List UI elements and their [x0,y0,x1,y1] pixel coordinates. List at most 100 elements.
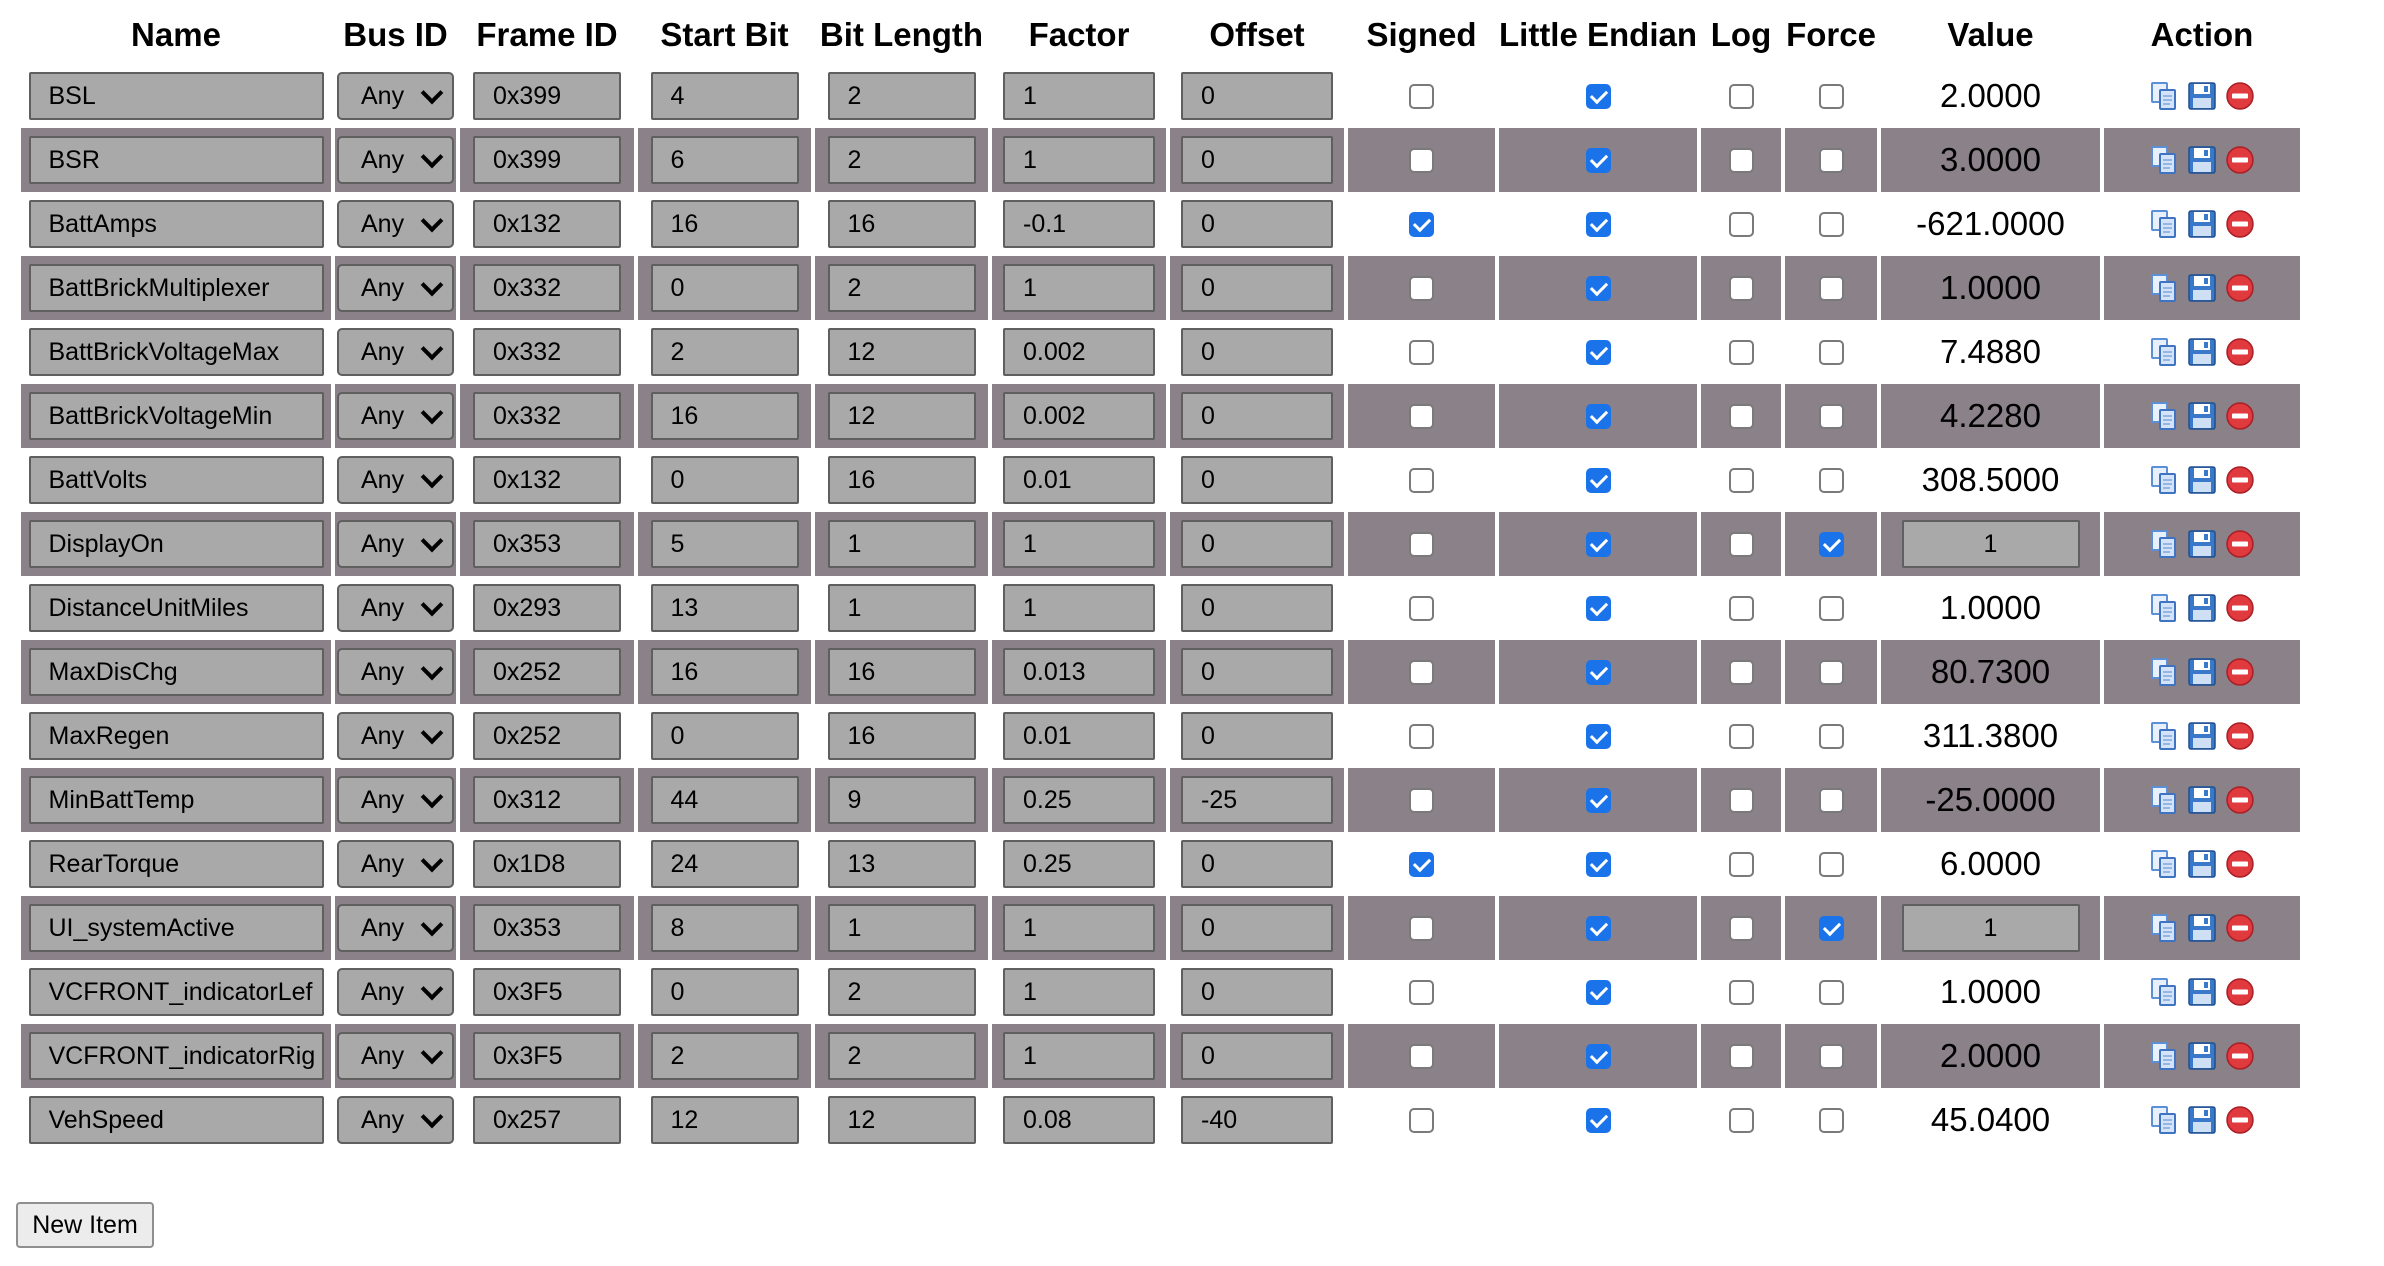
bus-id-select[interactable]: Any [337,136,454,184]
signed-checkbox[interactable] [1409,659,1434,685]
save-icon[interactable] [2186,528,2218,560]
copy-icon[interactable] [2148,272,2180,304]
factor-input[interactable] [1003,1096,1155,1144]
bus-id-select-wrap[interactable]: Any [337,904,454,952]
little-endian-checkbox[interactable] [1585,851,1611,877]
start-bit-input[interactable] [650,840,799,888]
signed-checkbox[interactable] [1409,915,1434,941]
delete-icon[interactable] [2224,144,2256,176]
start-bit-input[interactable] [650,776,799,824]
delete-icon[interactable] [2224,208,2256,240]
start-bit-input[interactable] [650,968,799,1016]
bus-id-select[interactable]: Any [337,712,454,760]
force-checkbox[interactable] [1818,1107,1844,1133]
delete-icon[interactable] [2224,720,2256,752]
signed-checkbox[interactable] [1409,1107,1434,1133]
factor-input[interactable] [1003,840,1155,888]
copy-icon[interactable] [2148,144,2180,176]
offset-input[interactable] [1181,456,1333,504]
delete-icon[interactable] [2224,400,2256,432]
log-checkbox[interactable] [1728,339,1754,365]
bus-id-select-wrap[interactable]: Any [337,968,454,1016]
save-icon[interactable] [2186,1040,2218,1072]
force-checkbox[interactable] [1818,595,1844,621]
bit-length-input[interactable] [827,968,976,1016]
offset-input[interactable] [1181,712,1333,760]
little-endian-checkbox[interactable] [1585,531,1611,557]
bit-length-input[interactable] [827,392,976,440]
save-icon[interactable] [2186,1104,2218,1136]
start-bit-input[interactable] [650,392,799,440]
force-checkbox[interactable] [1818,83,1844,109]
frame-id-input[interactable] [473,72,621,120]
save-icon[interactable] [2186,80,2218,112]
offset-input[interactable] [1181,968,1333,1016]
copy-icon[interactable] [2148,912,2180,944]
log-checkbox[interactable] [1728,595,1754,621]
bus-id-select[interactable]: Any [337,456,454,504]
signed-checkbox[interactable] [1409,339,1434,365]
signal-name-input[interactable] [28,264,324,312]
bus-id-select-wrap[interactable]: Any [337,712,454,760]
signal-name-input[interactable] [28,1032,324,1080]
log-checkbox[interactable] [1728,147,1754,173]
copy-icon[interactable] [2148,1040,2180,1072]
bus-id-select-wrap[interactable]: Any [337,840,454,888]
signed-checkbox[interactable] [1409,1043,1434,1069]
signed-checkbox[interactable] [1409,723,1434,749]
delete-icon[interactable] [2224,848,2256,880]
offset-input[interactable] [1181,840,1333,888]
save-icon[interactable] [2186,592,2218,624]
bus-id-select[interactable]: Any [337,968,454,1016]
signed-checkbox[interactable] [1409,403,1434,429]
frame-id-input[interactable] [473,712,621,760]
signal-name-input[interactable] [28,648,324,696]
delete-icon[interactable] [2224,976,2256,1008]
force-checkbox[interactable] [1818,147,1844,173]
offset-input[interactable] [1181,648,1333,696]
bus-id-select[interactable]: Any [337,520,454,568]
delete-icon[interactable] [2224,656,2256,688]
copy-icon[interactable] [2148,464,2180,496]
little-endian-checkbox[interactable] [1585,339,1611,365]
bus-id-select-wrap[interactable]: Any [337,776,454,824]
copy-icon[interactable] [2148,400,2180,432]
start-bit-input[interactable] [650,648,799,696]
factor-input[interactable] [1003,712,1155,760]
factor-input[interactable] [1003,584,1155,632]
signal-name-input[interactable] [28,328,324,376]
delete-icon[interactable] [2224,336,2256,368]
bus-id-select[interactable]: Any [337,392,454,440]
save-icon[interactable] [2186,272,2218,304]
little-endian-checkbox[interactable] [1585,659,1611,685]
save-icon[interactable] [2186,208,2218,240]
factor-input[interactable] [1003,264,1155,312]
frame-id-input[interactable] [473,264,621,312]
offset-input[interactable] [1181,520,1333,568]
start-bit-input[interactable] [650,456,799,504]
bit-length-input[interactable] [827,264,976,312]
signal-name-input[interactable] [28,136,324,184]
start-bit-input[interactable] [650,72,799,120]
force-checkbox[interactable] [1818,787,1844,813]
frame-id-input[interactable] [473,1096,621,1144]
bit-length-input[interactable] [827,136,976,184]
factor-input[interactable] [1003,200,1155,248]
bit-length-input[interactable] [827,712,976,760]
little-endian-checkbox[interactable] [1585,915,1611,941]
log-checkbox[interactable] [1728,467,1754,493]
offset-input[interactable] [1181,904,1333,952]
signal-name-input[interactable] [28,520,324,568]
log-checkbox[interactable] [1728,915,1754,941]
bit-length-input[interactable] [827,328,976,376]
bus-id-select[interactable]: Any [337,1032,454,1080]
factor-input[interactable] [1003,136,1155,184]
log-checkbox[interactable] [1728,1043,1754,1069]
factor-input[interactable] [1003,904,1155,952]
save-icon[interactable] [2186,336,2218,368]
little-endian-checkbox[interactable] [1585,147,1611,173]
signed-checkbox[interactable] [1409,531,1434,557]
little-endian-checkbox[interactable] [1585,275,1611,301]
little-endian-checkbox[interactable] [1585,979,1611,1005]
log-checkbox[interactable] [1728,211,1754,237]
